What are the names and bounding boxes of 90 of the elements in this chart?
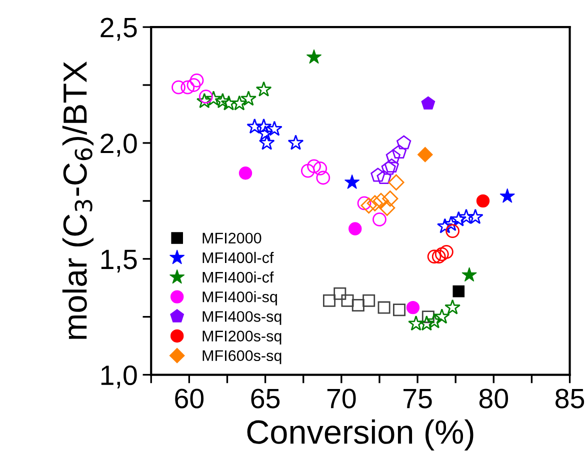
point — [434, 247, 449, 262]
point — [180, 80, 195, 94]
point — [406, 300, 420, 314]
legend-label: MFI400s-sq — [202, 311, 282, 325]
x-tick-label: 60 — [175, 388, 204, 408]
point — [196, 92, 212, 108]
point — [392, 144, 407, 159]
point — [307, 159, 321, 174]
point — [426, 313, 442, 328]
point — [220, 95, 237, 110]
point — [316, 170, 330, 185]
x-tick-label: 85 — [556, 388, 584, 408]
point — [256, 81, 272, 97]
point — [376, 170, 392, 184]
point — [334, 287, 346, 300]
point — [231, 95, 248, 110]
point — [313, 162, 328, 176]
point — [238, 166, 252, 180]
point — [246, 118, 263, 134]
point — [186, 78, 201, 92]
point — [360, 198, 377, 214]
point — [381, 160, 396, 175]
point — [432, 250, 446, 264]
y-axis-title: molar (C$_{3}$-C$_{6}$)/BTX — [62, 61, 94, 339]
point — [352, 298, 364, 312]
y-tick-label: 1,5 — [101, 250, 137, 272]
legend-label: MFI200s-sq — [202, 330, 282, 344]
x-tick-label: 70 — [327, 388, 356, 408]
point — [418, 315, 435, 331]
legend-label: MFI400i-sq — [202, 291, 277, 306]
point — [300, 164, 315, 178]
point — [417, 146, 433, 162]
point — [452, 285, 465, 298]
point — [384, 158, 399, 172]
point — [362, 294, 376, 307]
point — [348, 222, 362, 236]
point — [257, 125, 274, 141]
point — [500, 188, 515, 203]
point — [378, 301, 390, 314]
point — [198, 90, 213, 104]
point — [386, 149, 400, 164]
point — [366, 195, 383, 212]
point — [306, 49, 322, 64]
point — [379, 200, 396, 216]
point — [393, 304, 406, 316]
y-tick-label: 2,0 — [100, 134, 137, 157]
point — [388, 174, 404, 190]
point — [422, 310, 434, 324]
point — [322, 294, 336, 307]
point — [172, 80, 186, 94]
point — [341, 294, 354, 307]
point — [408, 315, 424, 331]
point — [443, 216, 459, 231]
point — [382, 190, 398, 207]
point — [370, 168, 386, 182]
point — [258, 134, 275, 150]
legend-label: MFI600s-sq — [202, 350, 282, 364]
x-tick-label: 75 — [404, 388, 432, 408]
point — [462, 267, 477, 282]
point — [421, 96, 436, 110]
point — [396, 135, 412, 150]
point — [467, 208, 484, 224]
legend-label: MFI2000 — [202, 232, 262, 244]
point — [476, 194, 490, 208]
legend-label: MFI400l-cf — [202, 252, 274, 264]
point — [434, 308, 450, 324]
point — [288, 134, 304, 150]
point — [427, 250, 442, 264]
point — [446, 224, 460, 238]
point — [357, 196, 372, 210]
point — [214, 92, 231, 108]
point — [190, 73, 204, 88]
x-tick-label: 80 — [479, 388, 508, 408]
legend-label: MFI400i-cf — [202, 271, 274, 283]
point — [440, 244, 454, 259]
x-axis-title: Conversion (%) — [247, 419, 474, 450]
point — [240, 90, 257, 106]
point — [458, 208, 474, 224]
y-tick-label: 1,0 — [101, 365, 137, 388]
point — [206, 90, 222, 106]
point — [344, 174, 360, 189]
point — [436, 218, 453, 234]
point — [372, 212, 386, 226]
y-tick-label: 2,5 — [100, 18, 137, 41]
point — [266, 120, 282, 136]
point — [256, 118, 272, 134]
point — [444, 299, 461, 314]
x-tick-label: 65 — [251, 388, 280, 408]
point — [372, 192, 390, 209]
point — [450, 211, 467, 226]
